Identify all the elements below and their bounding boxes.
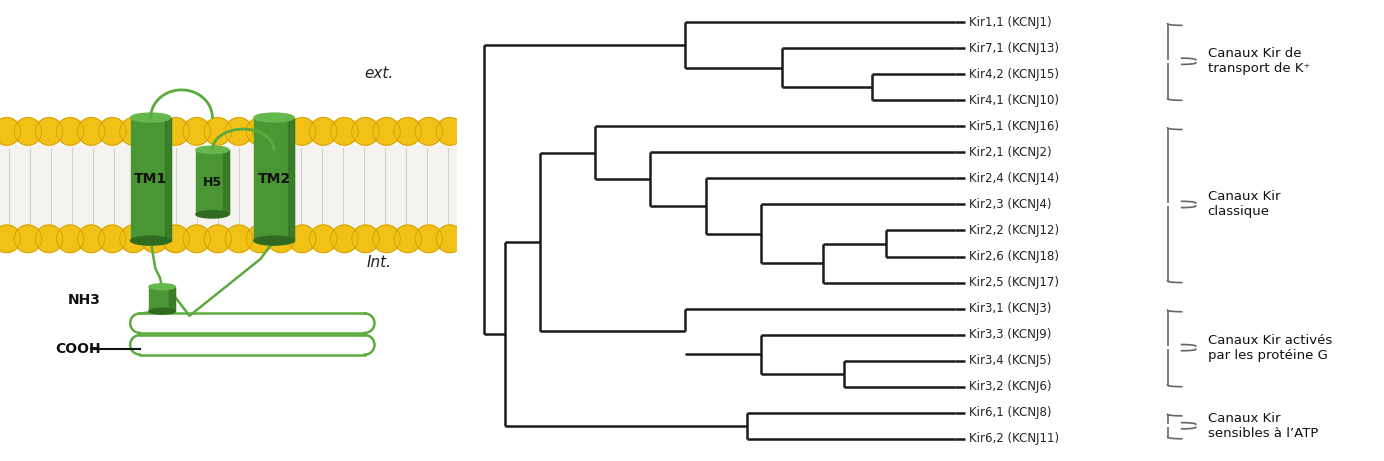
- Bar: [223, 150, 228, 214]
- Text: Kir6,2 (KCNJ11): Kir6,2 (KCNJ11): [969, 432, 1059, 445]
- Bar: [288, 118, 295, 241]
- Circle shape: [436, 225, 464, 253]
- Circle shape: [36, 225, 62, 253]
- Ellipse shape: [149, 284, 176, 290]
- Ellipse shape: [130, 236, 170, 245]
- Text: Kir2,6 (KCNJ18): Kir2,6 (KCNJ18): [969, 250, 1059, 263]
- Circle shape: [162, 225, 190, 253]
- Circle shape: [203, 118, 231, 145]
- Text: Kir2,4 (KCNJ14): Kir2,4 (KCNJ14): [969, 172, 1059, 185]
- Circle shape: [415, 118, 443, 145]
- Text: Kir1,1 (KCNJ1): Kir1,1 (KCNJ1): [969, 16, 1052, 29]
- Text: Kir4,2 (KCNJ15): Kir4,2 (KCNJ15): [969, 68, 1059, 81]
- Bar: [0, 145, 457, 239]
- Circle shape: [331, 118, 358, 145]
- Ellipse shape: [130, 113, 170, 122]
- Circle shape: [267, 225, 295, 253]
- Circle shape: [14, 225, 42, 253]
- Text: H5: H5: [203, 176, 221, 189]
- Text: Kir2,5 (KCNJ17): Kir2,5 (KCNJ17): [969, 276, 1059, 289]
- Text: Kir2,2 (KCNJ12): Kir2,2 (KCNJ12): [969, 224, 1059, 237]
- Text: Kir3,1 (KCNJ3): Kir3,1 (KCNJ3): [969, 302, 1052, 315]
- Bar: [169, 287, 176, 311]
- Text: TM2: TM2: [257, 172, 291, 186]
- Circle shape: [288, 118, 316, 145]
- Text: COOH: COOH: [55, 343, 101, 356]
- Ellipse shape: [149, 308, 176, 314]
- Text: Kir5,1 (KCNJ16): Kir5,1 (KCNJ16): [969, 120, 1059, 133]
- Ellipse shape: [197, 146, 228, 154]
- Circle shape: [372, 225, 400, 253]
- Circle shape: [0, 118, 21, 145]
- Circle shape: [183, 118, 210, 145]
- Circle shape: [415, 225, 443, 253]
- Circle shape: [352, 118, 379, 145]
- Ellipse shape: [253, 236, 295, 245]
- Circle shape: [183, 225, 210, 253]
- Bar: [130, 118, 170, 241]
- Circle shape: [310, 118, 336, 145]
- Circle shape: [120, 118, 147, 145]
- Text: Kir3,3 (KCNJ9): Kir3,3 (KCNJ9): [969, 328, 1052, 341]
- Text: Kir3,4 (KCNJ5): Kir3,4 (KCNJ5): [969, 354, 1052, 367]
- Circle shape: [267, 118, 295, 145]
- Circle shape: [372, 118, 400, 145]
- Text: Kir6,1 (KCNJ8): Kir6,1 (KCNJ8): [969, 406, 1052, 419]
- Circle shape: [203, 225, 231, 253]
- Circle shape: [57, 118, 84, 145]
- Circle shape: [246, 225, 274, 253]
- Circle shape: [310, 225, 336, 253]
- Text: Kir7,1 (KCNJ13): Kir7,1 (KCNJ13): [969, 42, 1059, 55]
- Circle shape: [246, 118, 274, 145]
- Text: Canaux Kir
classique: Canaux Kir classique: [1207, 190, 1280, 219]
- Text: ext.: ext.: [364, 66, 393, 81]
- Circle shape: [14, 118, 42, 145]
- Text: Kir2,3 (KCNJ4): Kir2,3 (KCNJ4): [969, 198, 1052, 211]
- Circle shape: [78, 118, 105, 145]
- Text: Canaux Kir
sensibles à l’ATP: Canaux Kir sensibles à l’ATP: [1207, 412, 1318, 440]
- Circle shape: [394, 118, 421, 145]
- Circle shape: [98, 225, 126, 253]
- Circle shape: [331, 225, 358, 253]
- Circle shape: [352, 225, 379, 253]
- Text: Canaux Kir activés
par les protéine G: Canaux Kir activés par les protéine G: [1207, 334, 1331, 361]
- Circle shape: [120, 225, 147, 253]
- Circle shape: [98, 118, 126, 145]
- Text: Kir2,1 (KCNJ2): Kir2,1 (KCNJ2): [969, 146, 1052, 159]
- Circle shape: [226, 225, 253, 253]
- Ellipse shape: [197, 211, 228, 218]
- Bar: [253, 118, 295, 241]
- Text: Kir4,1 (KCNJ10): Kir4,1 (KCNJ10): [969, 94, 1059, 107]
- Text: NH3: NH3: [68, 293, 101, 307]
- Circle shape: [36, 118, 62, 145]
- Circle shape: [436, 118, 464, 145]
- Circle shape: [141, 118, 169, 145]
- Circle shape: [226, 118, 253, 145]
- Text: Int.: Int.: [367, 255, 392, 270]
- Ellipse shape: [253, 113, 295, 122]
- Bar: [165, 118, 170, 241]
- Circle shape: [141, 225, 169, 253]
- Text: TM1: TM1: [134, 172, 167, 186]
- Text: Canaux Kir de
transport de K⁺: Canaux Kir de transport de K⁺: [1207, 47, 1309, 75]
- Bar: [149, 287, 176, 311]
- Circle shape: [0, 225, 21, 253]
- Text: Kir3,2 (KCNJ6): Kir3,2 (KCNJ6): [969, 380, 1052, 393]
- Circle shape: [394, 225, 421, 253]
- Circle shape: [162, 118, 190, 145]
- Circle shape: [57, 225, 84, 253]
- Bar: [197, 150, 228, 214]
- Circle shape: [78, 225, 105, 253]
- Circle shape: [288, 225, 316, 253]
